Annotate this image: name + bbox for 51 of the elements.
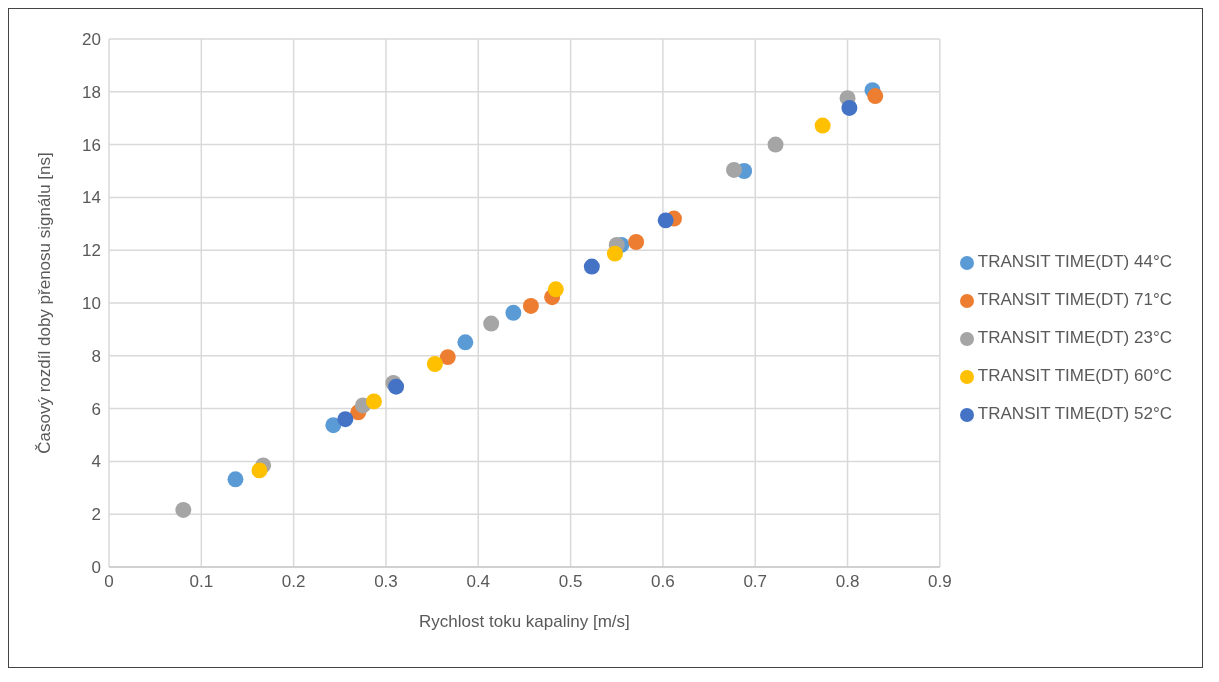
y-tick-label: 6	[91, 399, 101, 419]
point	[426, 356, 443, 372]
y-axis-title: Časový rozdíl doby přenosu signálu [ns]	[35, 152, 55, 454]
point	[628, 234, 645, 250]
point	[814, 117, 831, 134]
x-tick-label: 0.9	[928, 572, 952, 592]
point	[841, 99, 858, 116]
point	[606, 245, 623, 262]
point	[251, 462, 268, 479]
y-tick-label: 12	[82, 241, 101, 261]
point	[439, 349, 456, 366]
point	[365, 393, 382, 410]
x-tick-label: 0.1	[189, 572, 214, 592]
legend-label: TRANSIT TIME(DT) 60°C	[977, 366, 1172, 385]
y-tick-label: 8	[91, 346, 101, 366]
point	[867, 88, 884, 104]
legend-label: TRANSIT TIME(DT) 71°C	[977, 290, 1172, 309]
x-tick-label: 0.3	[374, 572, 398, 592]
legend-label: TRANSIT TIME(DT) 52°C	[977, 404, 1172, 423]
point	[457, 334, 474, 351]
y-tick-label: 2	[91, 505, 101, 525]
point	[657, 212, 674, 229]
point	[522, 297, 539, 314]
point	[175, 502, 192, 518]
point	[227, 471, 244, 488]
x-tick-label: 0.4	[466, 572, 491, 592]
point	[505, 304, 522, 321]
point	[583, 258, 600, 275]
legend-label: TRANSIT TIME(DT) 44°C	[977, 252, 1172, 271]
point	[483, 315, 500, 332]
x-tick-label: 0.5	[558, 572, 583, 592]
x-tick-label: 0.8	[835, 572, 860, 592]
y-tick-label: 16	[82, 135, 101, 155]
x-axis-title: Rychlost toku kapaliny [m/s]	[419, 612, 630, 631]
legend-label: TRANSIT TIME(DT) 23°C	[977, 328, 1172, 347]
point	[767, 136, 784, 153]
y-tick-label: 10	[82, 294, 101, 314]
point	[547, 281, 564, 298]
y-tick-label: 0	[91, 558, 101, 578]
point	[337, 411, 354, 428]
x-tick-label: 0.6	[651, 572, 675, 592]
point	[388, 378, 405, 395]
y-tick-label: 14	[82, 188, 101, 208]
y-tick-label: 20	[82, 30, 101, 50]
y-tick-label: 4	[91, 452, 101, 472]
x-tick-label: 0	[104, 572, 114, 592]
y-tick-label: 18	[82, 82, 101, 102]
point	[325, 417, 342, 434]
point	[726, 161, 742, 178]
x-tick-label: 0.2	[281, 572, 306, 592]
x-tick-label: 0.7	[743, 572, 768, 592]
